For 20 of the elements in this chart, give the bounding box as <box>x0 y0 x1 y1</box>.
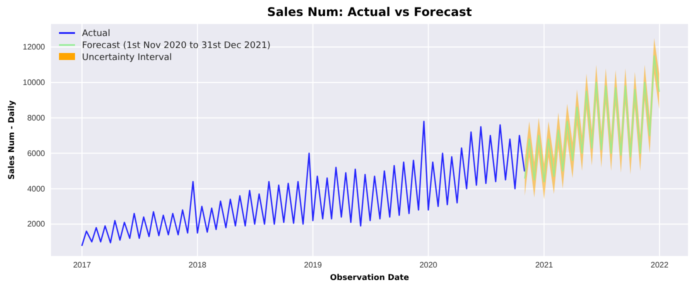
legend-label: Actual <box>82 29 110 39</box>
x-tick-label: 2020 <box>419 260 438 270</box>
x-axis-title: Observation Date <box>330 273 410 282</box>
y-tick-label: 2000 <box>27 220 46 229</box>
x-tick-label: 2017 <box>73 260 92 270</box>
line-series <box>81 120 526 246</box>
y-tick-label: 4000 <box>27 184 46 194</box>
y-axis-title: Sales Num - Daily <box>7 100 16 180</box>
line-series <box>524 55 660 182</box>
x-tick-label: 2018 <box>188 260 207 270</box>
y-tick-label: 12000 <box>22 42 46 52</box>
y-tick-label: 8000 <box>27 113 46 122</box>
x-tick-label: 2021 <box>535 260 554 270</box>
x-tick-label: 2019 <box>304 260 322 270</box>
legend-label: Forecast (1st Nov 2020 to 31st Dec 2021) <box>82 41 271 51</box>
y-tick-label: 6000 <box>27 148 46 158</box>
y-tick-label: 10000 <box>22 78 46 88</box>
annotation: Uncertainty Interval <box>82 53 172 63</box>
chart-title: Sales Num: Actual vs Forecast <box>267 5 472 19</box>
x-tick-label: 2022 <box>650 260 669 270</box>
